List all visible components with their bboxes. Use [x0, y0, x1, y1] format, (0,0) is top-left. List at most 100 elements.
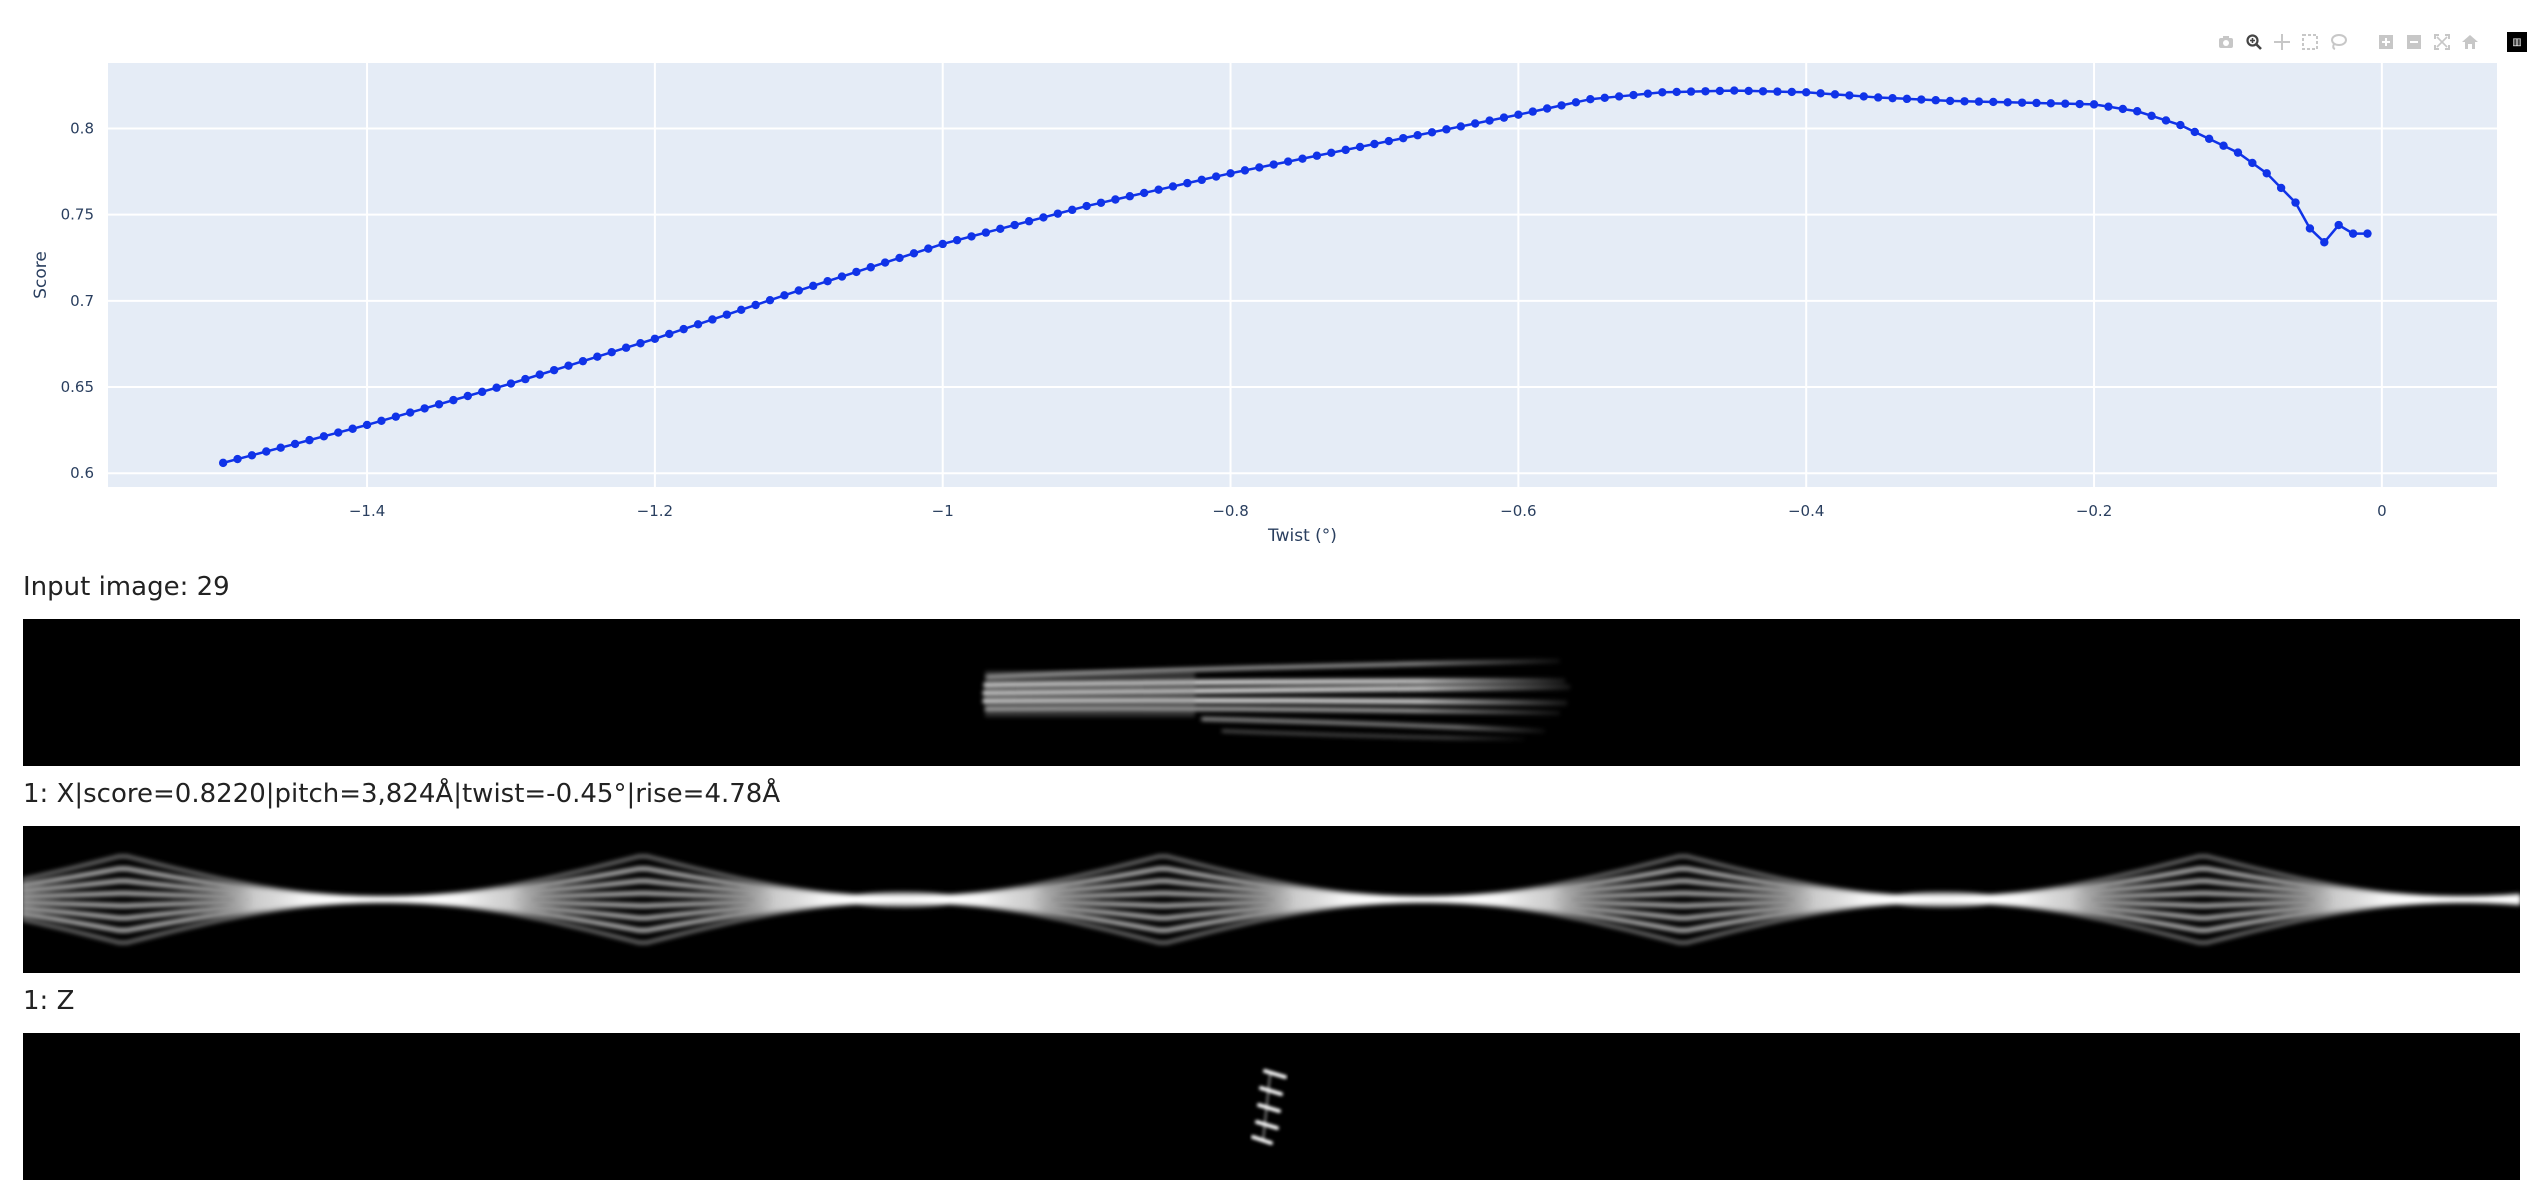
data-point: [1010, 220, 1019, 230]
data-point: [924, 244, 933, 253]
camera-icon[interactable]: [2215, 31, 2237, 53]
data-point: [880, 258, 890, 267]
data-point: [449, 395, 458, 405]
data-point: [1341, 145, 1350, 155]
data-point: [895, 253, 904, 263]
data-point: [434, 400, 444, 409]
data-point: [1456, 122, 1466, 131]
data-point: [2003, 98, 2012, 107]
data-point: [1686, 87, 1696, 96]
data-point: [1168, 182, 1178, 191]
data-point: [2046, 99, 2056, 108]
data-point: [1614, 92, 1624, 101]
data-point: [2276, 183, 2286, 193]
data-point: [1859, 92, 1868, 101]
data-point: [1370, 139, 1379, 149]
data-point: [1269, 160, 1278, 169]
data-point: [1989, 97, 1998, 107]
data-point: [2133, 107, 2142, 116]
data-point: [2334, 220, 2343, 230]
data-point: [1327, 148, 1336, 157]
input-image-caption: Input image: 29: [23, 572, 230, 602]
y-tick-label: 0.75: [61, 206, 94, 224]
x-tick-label: −0.6: [1500, 502, 1536, 520]
data-point: [2291, 198, 2300, 207]
data-point: [564, 361, 573, 370]
data-point: [1888, 93, 1897, 103]
data-point: [1226, 169, 1235, 178]
plotly-logo[interactable]: ▥: [2507, 32, 2527, 52]
data-point: [1787, 87, 1797, 97]
data-point: [2248, 158, 2257, 168]
zoom-out-icon[interactable]: [2403, 31, 2425, 53]
data-point: [1730, 86, 1739, 95]
data-point: [737, 305, 746, 315]
data-point: [852, 267, 861, 277]
plot-area: [108, 63, 2497, 487]
box-select-icon[interactable]: [2299, 31, 2321, 53]
data-point: [1902, 94, 1912, 104]
data-point: [334, 428, 343, 437]
z-projection-panel: [23, 1033, 2520, 1180]
reset-axes-icon[interactable]: [2459, 31, 2481, 53]
data-point: [1744, 86, 1753, 96]
data-point: [2233, 148, 2243, 157]
data-point: [1068, 205, 1077, 215]
data-point: [1499, 113, 1509, 122]
x-tick-label: −0.8: [1212, 502, 1248, 520]
data-point: [1960, 97, 1969, 106]
data-point: [1154, 185, 1163, 194]
zoom-in-icon[interactable]: [2375, 31, 2397, 53]
data-point: [1053, 209, 1063, 218]
helix-crossover: [842, 892, 964, 907]
data-point: [1586, 94, 1595, 104]
data-point: [765, 295, 775, 305]
data-point: [2104, 102, 2113, 111]
data-point: [2348, 229, 2358, 238]
data-point: [1816, 89, 1825, 98]
data-point: [1845, 91, 1854, 100]
data-point: [233, 454, 242, 464]
data-point: [837, 272, 847, 281]
data-point: [1024, 217, 1034, 226]
data-point: [2219, 141, 2228, 150]
data-point: [1096, 198, 1106, 207]
x-result-caption: 1: X|score=0.8220|pitch=3,824Å|twist=-0.…: [23, 779, 781, 809]
data-point: [808, 281, 818, 291]
zoom-icon[interactable]: [2243, 31, 2265, 53]
data-point: [1298, 154, 1307, 163]
data-point: [1758, 87, 1768, 96]
data-point: [2305, 224, 2315, 233]
data-point: [2320, 238, 2329, 247]
data-point: [607, 348, 616, 357]
autoscale-icon[interactable]: [2431, 31, 2453, 53]
data-point: [909, 249, 919, 258]
data-point: [2061, 99, 2070, 108]
data-point: [2190, 127, 2199, 137]
data-point: [1571, 98, 1581, 107]
data-point: [1039, 213, 1048, 222]
data-point: [1514, 110, 1523, 119]
x-tick-label: −1: [932, 502, 954, 520]
pan-icon[interactable]: [2271, 31, 2293, 53]
data-point: [1485, 116, 1494, 125]
data-point: [1557, 101, 1566, 110]
data-point: [2147, 111, 2156, 121]
lasso-icon[interactable]: [2327, 31, 2349, 53]
data-point: [1931, 96, 1940, 105]
data-point: [1715, 86, 1725, 96]
data-point: [290, 439, 300, 449]
data-point: [1283, 157, 1293, 166]
data-point: [2363, 229, 2372, 238]
y-axis-title: Score: [31, 251, 51, 299]
helix-strand: [23, 854, 2520, 899]
data-point: [276, 443, 285, 452]
data-point: [1427, 128, 1437, 137]
x-axis-title: Twist (°): [1267, 526, 1337, 546]
score-vs-twist-chart[interactable]: −1.4 −1.2 −1 −0.8 −0.6 −0.4 −0.2 0 0.6 0.65 0.7 0.7…: [0, 0, 2539, 575]
data-point: [1399, 133, 1408, 143]
data-point: [1542, 104, 1552, 113]
data-point: [823, 277, 832, 286]
data-point: [549, 365, 559, 375]
data-point: [1528, 107, 1537, 116]
